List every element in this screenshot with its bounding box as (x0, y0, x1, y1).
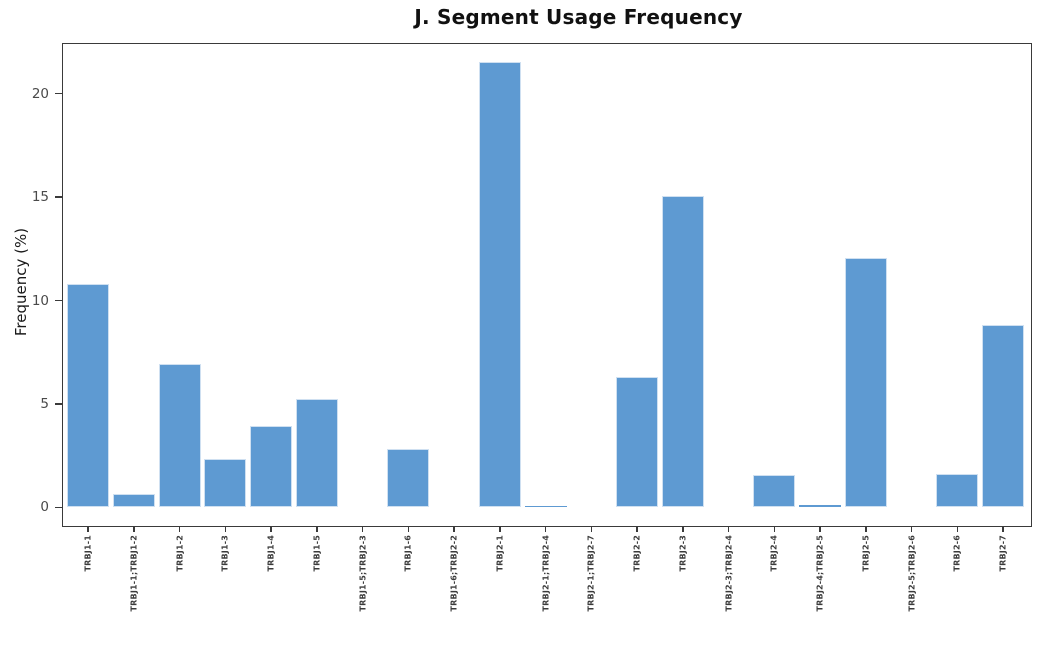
chart-title: J. Segment Usage Frequency (414, 5, 743, 29)
bar (661, 196, 704, 508)
y-tick-mark (54, 196, 62, 198)
x-tick-mark (636, 526, 638, 532)
y-tick-label: 20 (31, 85, 49, 102)
x-tick-mark (910, 526, 913, 532)
plot-area: 0 5 10 15 20 TRBJ1-1 TRBJ1-1;TRBJ1-2 TRBJ1-2 TR… (32, 43, 1032, 612)
x-tick-label: TRBJ1-5 (312, 535, 322, 572)
x-tick-mark (270, 526, 272, 532)
x-tick-mark (682, 526, 684, 532)
x-tick-label: TRBJ1-1;TRBJ1-2 (129, 535, 139, 612)
x-tick-label: TRBJ1-2 (175, 535, 184, 572)
y-tick-mark (54, 403, 62, 405)
y-tick-label: 5 (40, 395, 49, 412)
bar (616, 377, 658, 508)
y-tick-label: 0 (40, 499, 49, 516)
x-tick-label: TRBJ2-2 (632, 535, 642, 572)
x-tick-mark (178, 526, 181, 532)
x-tick-mark (544, 526, 547, 532)
x-tick-mark (773, 526, 775, 532)
y-tick-mark (54, 506, 62, 509)
bar (295, 398, 338, 508)
bar (112, 493, 155, 508)
x-tick-mark (361, 526, 364, 532)
x-tick-mark (224, 526, 226, 532)
x-tick-label: TRBJ1-6 (403, 535, 413, 572)
x-tick-label: TRBJ1-4 (266, 535, 276, 572)
x-tick-label: TRBJ2-1;TRBJ2-7 (586, 535, 596, 612)
x-tick-label: TRBJ1-3 (220, 535, 230, 572)
y-tick-label: 15 (31, 189, 49, 206)
x-tick-label: TRBJ2-3 (678, 535, 688, 572)
x-tick-mark (316, 526, 318, 532)
x-tick-mark (133, 526, 135, 532)
bar (844, 258, 887, 508)
bar (936, 474, 979, 508)
x-tick-mark (590, 526, 592, 532)
x-tick-label: TRBJ2-7 (998, 535, 1008, 572)
x-tick-mark (819, 526, 821, 532)
x-tick-mark (865, 526, 867, 532)
bar (158, 363, 201, 508)
x-tick-mark (453, 526, 455, 532)
bar (204, 458, 247, 508)
y-tick-mark (54, 299, 62, 302)
x-tick-label: TRBJ2-4 (769, 535, 779, 572)
x-tick-label: TRBJ2-5;TRBJ2-6 (907, 535, 916, 612)
x-tick-mark (407, 526, 409, 532)
bar (799, 505, 841, 508)
x-tick-label: TRBJ2-1 (495, 535, 505, 572)
bar (478, 61, 521, 508)
x-tick-mark (956, 526, 958, 532)
x-tick-label: TRBJ2-4;TRBJ2-5 (815, 535, 825, 612)
x-tick-label: TRBJ2-6 (952, 535, 962, 572)
y-axis-label: Frequency (%) (12, 227, 30, 337)
y-tick-label: 10 (31, 292, 49, 309)
x-tick-label: TRBJ2-3;TRBJ2-4 (724, 535, 733, 612)
x-tick-label: TRBJ1-5;TRBJ2-3 (358, 535, 367, 612)
x-tick-mark (1002, 526, 1004, 532)
bar (982, 325, 1024, 508)
bar (753, 475, 796, 508)
bar (524, 506, 567, 508)
x-tick-mark (727, 526, 730, 532)
x-tick-label: TRBJ1-1 (83, 535, 93, 572)
x-tick-label: TRBJ2-5 (861, 535, 871, 572)
bar (250, 425, 292, 508)
x-tick-mark (87, 526, 89, 532)
y-tick-mark (54, 92, 62, 95)
bar (387, 449, 430, 508)
bar (67, 283, 109, 508)
x-tick-mark (499, 526, 501, 532)
x-tick-label: TRBJ2-1;TRBJ2-4 (541, 535, 550, 612)
x-tick-label: TRBJ1-6;TRBJ2-2 (449, 535, 459, 612)
